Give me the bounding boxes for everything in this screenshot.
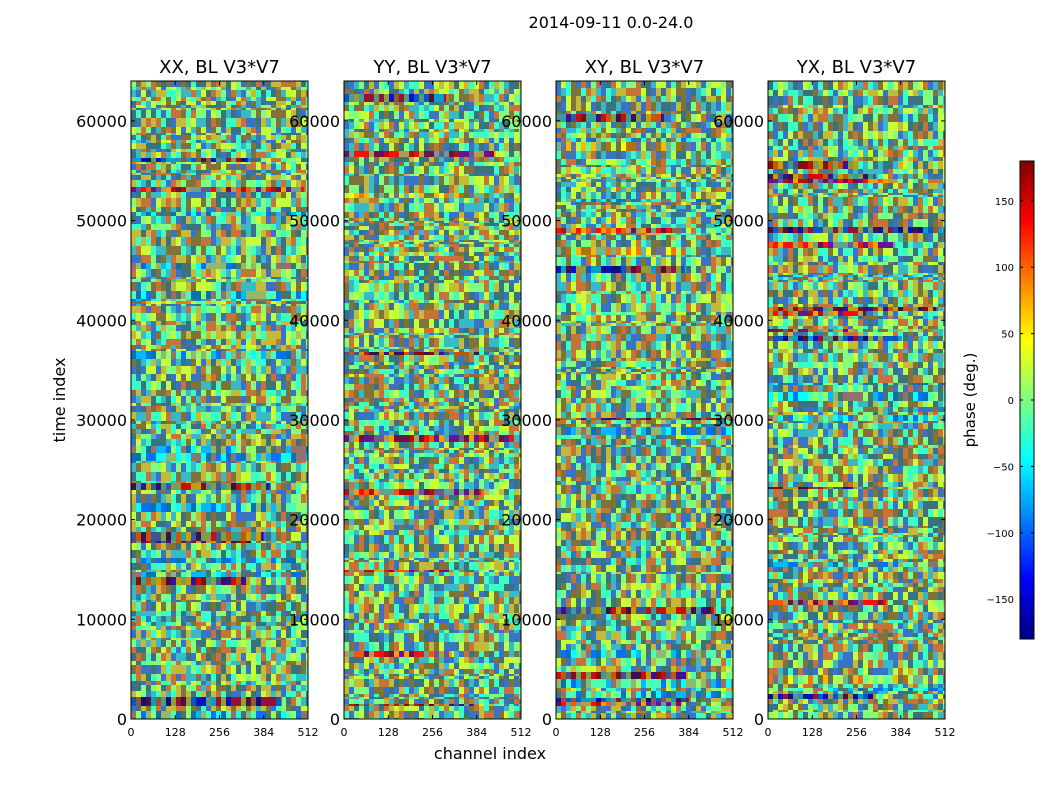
x-tick-label: 384 <box>253 726 274 739</box>
x-tick-label: 256 <box>209 726 230 739</box>
y-tick-label: 30000 <box>76 411 127 430</box>
y-tick-label: 20000 <box>713 511 764 530</box>
x-axis-label: channel index <box>434 744 546 763</box>
phase-image <box>131 81 308 719</box>
y-tick-label: 0 <box>542 710 552 729</box>
phase-image <box>768 81 945 719</box>
panel-2: YY, BL V3*V7 0 128 256 384 512 0 10000 20000 3000… <box>289 57 531 739</box>
y-tick-label: 10000 <box>289 610 340 629</box>
colorbar: −150 −100 −50 0 50 100 150 phase (deg.) <box>961 160 1035 640</box>
x-tick-label: 256 <box>846 726 867 739</box>
colorbar-tick-label: 100 <box>995 263 1014 274</box>
phase-image <box>556 81 733 719</box>
y-tick-label: 30000 <box>501 411 552 430</box>
x-tick-label: 512 <box>298 726 319 739</box>
panel-title: YY, BL V3*V7 <box>372 57 491 78</box>
y-tick-label: 10000 <box>501 610 552 629</box>
y-tick-label: 50000 <box>713 212 764 231</box>
y-tick-label: 20000 <box>76 511 127 530</box>
x-tick-label: 384 <box>466 726 487 739</box>
panels: XX, BL V3*V7 0 128 256 384 512 0 10000 20000 3000… <box>76 57 955 739</box>
panel-1: XX, BL V3*V7 0 128 256 384 512 0 10000 20000 3000… <box>76 57 318 739</box>
y-tick-label: 60000 <box>713 112 764 131</box>
y-tick-label: 60000 <box>501 112 552 131</box>
x-tick-label: 0 <box>553 726 560 739</box>
colorbar-tick-label: 50 <box>1001 330 1014 341</box>
y-tick-label: 40000 <box>289 311 340 330</box>
y-tick-label: 50000 <box>289 212 340 231</box>
y-tick-label: 20000 <box>289 511 340 530</box>
panel-4: YX, BL V3*V7 0 128 256 384 512 0 10000 20000 3000… <box>713 57 955 739</box>
panel-title: YX, BL V3*V7 <box>796 57 916 78</box>
y-tick-label: 60000 <box>289 112 340 131</box>
y-tick-label: 60000 <box>76 112 127 131</box>
figure-title: 2014-09-11 0.0-24.0 <box>529 13 694 32</box>
y-tick-label: 30000 <box>289 411 340 430</box>
y-tick-label: 10000 <box>713 610 764 629</box>
x-tick-label: 512 <box>723 726 744 739</box>
x-tick-label: 384 <box>678 726 699 739</box>
y-tick-label: 40000 <box>501 311 552 330</box>
panel-title: XY, BL V3*V7 <box>585 57 704 78</box>
x-tick-label: 0 <box>341 726 348 739</box>
y-tick-label: 50000 <box>76 212 127 231</box>
x-tick-label: 256 <box>634 726 655 739</box>
colorbar-tick-label: 0 <box>1008 396 1014 407</box>
x-tick-label: 512 <box>511 726 532 739</box>
colorbar-tick-label: −100 <box>987 529 1014 540</box>
y-tick-label: 0 <box>330 710 340 729</box>
y-tick-label: 40000 <box>76 311 127 330</box>
colorbar-tick-label: −150 <box>987 595 1014 606</box>
x-tick-label: 128 <box>802 726 823 739</box>
y-tick-label: 40000 <box>713 311 764 330</box>
x-tick-label: 128 <box>378 726 399 739</box>
x-tick-label: 0 <box>128 726 135 739</box>
x-tick-label: 128 <box>165 726 186 739</box>
colorbar-tick-label: −50 <box>993 462 1014 473</box>
colorbar-tick-label: 150 <box>995 197 1014 208</box>
panel-3: XY, BL V3*V7 0 128 256 384 512 0 10000 20000 3000… <box>501 57 743 739</box>
x-tick-label: 256 <box>422 726 443 739</box>
x-tick-label: 128 <box>590 726 611 739</box>
y-tick-label: 30000 <box>713 411 764 430</box>
y-tick-label: 20000 <box>501 511 552 530</box>
y-tick-label: 50000 <box>501 212 552 231</box>
y-tick-label: 10000 <box>76 610 127 629</box>
panel-title: XX, BL V3*V7 <box>159 57 280 78</box>
y-axis-label: time index <box>50 357 69 442</box>
phase-image <box>344 81 521 719</box>
y-tick-label: 0 <box>754 710 764 729</box>
colorbar-label: phase (deg.) <box>961 353 979 448</box>
x-tick-label: 384 <box>890 726 911 739</box>
y-tick-label: 0 <box>117 710 127 729</box>
x-tick-label: 512 <box>935 726 956 739</box>
x-tick-label: 0 <box>765 726 772 739</box>
